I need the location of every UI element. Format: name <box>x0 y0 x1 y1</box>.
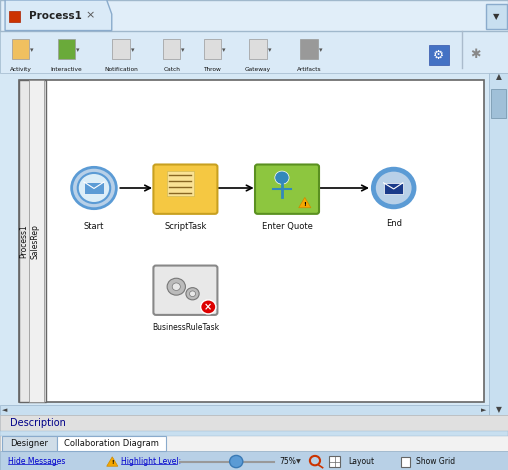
Circle shape <box>72 167 116 209</box>
Text: ▲: ▲ <box>496 71 501 81</box>
Text: ▾: ▾ <box>268 47 271 53</box>
Polygon shape <box>5 0 112 31</box>
Text: Layout: Layout <box>348 457 374 466</box>
FancyBboxPatch shape <box>489 73 508 415</box>
Circle shape <box>230 455 243 468</box>
Circle shape <box>186 288 199 300</box>
Text: Show Grid: Show Grid <box>416 457 455 466</box>
Text: ×: × <box>204 302 212 312</box>
Text: ▾: ▾ <box>181 47 185 53</box>
FancyBboxPatch shape <box>0 431 508 436</box>
FancyBboxPatch shape <box>300 39 318 59</box>
FancyBboxPatch shape <box>0 31 508 73</box>
FancyBboxPatch shape <box>112 39 130 59</box>
Text: Highlight Level:: Highlight Level: <box>121 457 181 466</box>
Text: Throw: Throw <box>204 67 221 72</box>
FancyBboxPatch shape <box>0 451 508 470</box>
FancyBboxPatch shape <box>153 164 217 214</box>
FancyBboxPatch shape <box>329 456 340 467</box>
FancyBboxPatch shape <box>491 89 506 118</box>
FancyBboxPatch shape <box>0 415 508 432</box>
Text: ✱: ✱ <box>470 48 480 62</box>
Circle shape <box>189 291 196 297</box>
FancyBboxPatch shape <box>249 39 267 59</box>
Text: ◄: ◄ <box>3 407 8 413</box>
FancyBboxPatch shape <box>167 171 194 196</box>
Text: !: ! <box>303 202 306 207</box>
FancyBboxPatch shape <box>0 0 508 31</box>
FancyBboxPatch shape <box>58 39 75 59</box>
Text: BusinessRuleTask: BusinessRuleTask <box>152 323 219 332</box>
Text: Activity: Activity <box>10 67 32 72</box>
Polygon shape <box>299 197 311 208</box>
Text: 75%: 75% <box>279 457 296 466</box>
Text: ▾: ▾ <box>30 47 34 53</box>
Text: ▾: ▾ <box>222 47 226 53</box>
Text: Enter Quote: Enter Quote <box>262 222 312 231</box>
Text: Catch: Catch <box>163 67 180 72</box>
Text: ►: ► <box>481 407 486 413</box>
FancyBboxPatch shape <box>29 80 44 402</box>
FancyBboxPatch shape <box>163 39 180 59</box>
Text: SalesRep: SalesRep <box>30 224 40 258</box>
Text: Notification: Notification <box>104 67 138 72</box>
FancyBboxPatch shape <box>0 73 508 415</box>
FancyBboxPatch shape <box>19 80 484 402</box>
Polygon shape <box>107 457 118 466</box>
FancyBboxPatch shape <box>19 80 46 402</box>
Text: Interactive: Interactive <box>51 67 82 72</box>
Circle shape <box>172 283 180 290</box>
Text: Collaboration Diagram: Collaboration Diagram <box>65 439 159 448</box>
FancyBboxPatch shape <box>12 39 29 59</box>
Text: ScriptTask: ScriptTask <box>164 222 207 231</box>
FancyBboxPatch shape <box>204 39 221 59</box>
FancyBboxPatch shape <box>486 4 507 29</box>
Text: Process1: Process1 <box>19 224 28 258</box>
Text: !: ! <box>111 460 113 465</box>
Text: ▾: ▾ <box>131 47 134 53</box>
FancyBboxPatch shape <box>0 432 508 451</box>
Text: Description: Description <box>10 418 66 429</box>
FancyBboxPatch shape <box>57 436 166 451</box>
FancyBboxPatch shape <box>0 451 508 470</box>
FancyBboxPatch shape <box>255 164 319 214</box>
FancyBboxPatch shape <box>9 11 20 22</box>
Circle shape <box>201 300 216 314</box>
Text: Hide Messages: Hide Messages <box>8 457 65 466</box>
Text: ▾: ▾ <box>319 47 322 53</box>
Text: ▼: ▼ <box>493 12 499 21</box>
Text: ▼: ▼ <box>496 405 501 415</box>
Text: ▼: ▼ <box>296 459 300 464</box>
Circle shape <box>167 278 185 295</box>
Text: ×: × <box>85 10 94 21</box>
Circle shape <box>373 169 414 207</box>
FancyBboxPatch shape <box>429 45 449 65</box>
FancyBboxPatch shape <box>0 405 489 415</box>
Text: Artifacts: Artifacts <box>297 67 321 72</box>
Circle shape <box>275 171 289 184</box>
FancyBboxPatch shape <box>2 436 57 451</box>
Text: ⚙: ⚙ <box>433 48 444 62</box>
FancyBboxPatch shape <box>84 182 104 194</box>
Text: Designer: Designer <box>11 439 48 448</box>
FancyBboxPatch shape <box>384 183 403 194</box>
Text: Process1: Process1 <box>29 10 82 21</box>
Text: Gateway: Gateway <box>245 67 271 72</box>
Circle shape <box>78 173 110 203</box>
Text: ▾: ▾ <box>76 47 80 53</box>
FancyBboxPatch shape <box>153 266 217 315</box>
Text: Start: Start <box>84 222 104 231</box>
Text: End: End <box>386 219 402 227</box>
FancyBboxPatch shape <box>401 457 410 467</box>
